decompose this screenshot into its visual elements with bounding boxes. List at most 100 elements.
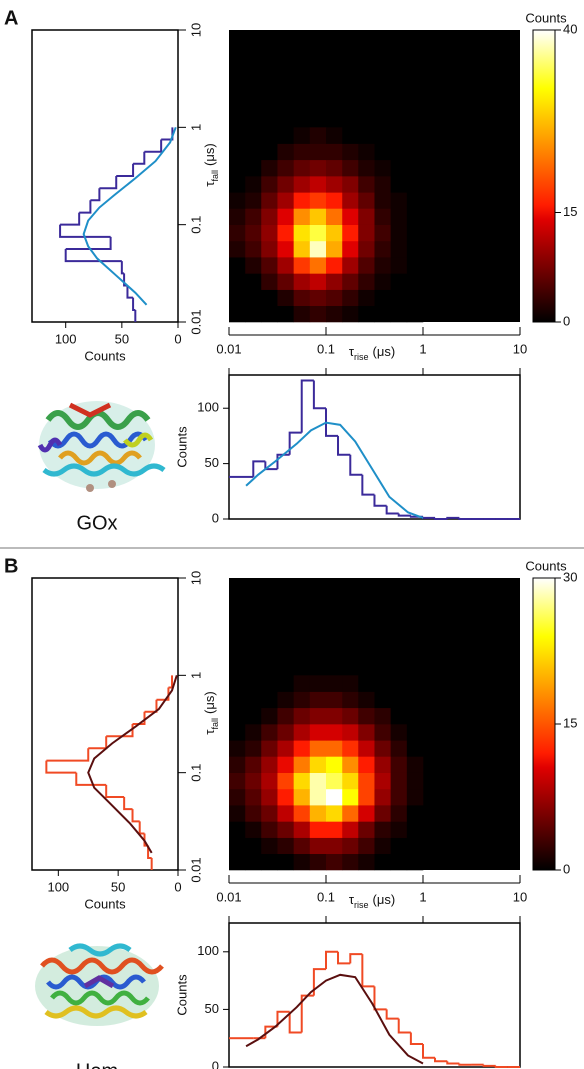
- heatmap-cell: [358, 225, 375, 242]
- histogram-step: [350, 954, 362, 963]
- heatmap-cell: [358, 724, 375, 741]
- histogram-step: [133, 809, 140, 821]
- heatmap-cell: [261, 176, 278, 193]
- panel-label: A: [4, 7, 18, 29]
- histogram-step: [144, 700, 156, 712]
- heatmap-cell: [245, 306, 261, 323]
- heatmap-cell: [245, 724, 261, 741]
- heatmap-cell: [342, 821, 358, 838]
- heatmap-cell: [245, 854, 261, 871]
- heatmap-cell: [229, 675, 246, 692]
- plot-frame: [32, 30, 178, 322]
- heatmap-cell: [277, 290, 293, 306]
- histogram-step: [447, 1061, 459, 1063]
- heatmap-cell: [326, 740, 343, 756]
- heatmap-cell: [374, 144, 390, 161]
- heatmap-cell: [310, 241, 326, 258]
- heatmap-cell: [261, 724, 278, 741]
- histogram-step: [423, 1044, 435, 1058]
- heatmap-cell: [391, 740, 407, 756]
- x-tick-label: 0.1: [317, 341, 335, 356]
- heatmap-cell: [294, 740, 310, 756]
- heatmap-cell: [245, 225, 261, 242]
- heatmap-cell: [358, 692, 375, 709]
- heatmap-cell: [342, 675, 358, 692]
- histogram-step: [338, 952, 350, 964]
- axis-label: τfall(μs): [202, 143, 220, 186]
- heatmap-cell: [229, 724, 246, 741]
- x-axis-label: Counts: [84, 896, 126, 911]
- heatmap-cell: [229, 127, 246, 144]
- heatmap-cell: [229, 306, 246, 323]
- heatmap-cell: [391, 257, 407, 274]
- heatmap-cell: [245, 692, 261, 709]
- y-tick-label: 50: [205, 455, 219, 470]
- axis-subscript: rise: [354, 352, 369, 362]
- heatmap-cell: [391, 724, 407, 741]
- heatmap-cell: [326, 192, 343, 208]
- histogram-step: [106, 785, 124, 797]
- heatmap-cell: [374, 805, 390, 822]
- heatmap-cell: [261, 208, 278, 225]
- histogram-step: [133, 298, 135, 310]
- x-tick-label: 0.1: [317, 889, 335, 904]
- heatmap-cell: [245, 740, 261, 756]
- heatmap-cell: [407, 160, 423, 177]
- axis-label: τfall(μs): [202, 691, 220, 734]
- heatmap-cell: [277, 838, 293, 854]
- heatmap-cell: [310, 144, 326, 161]
- axis-label: τrise(μs): [349, 892, 395, 910]
- panel-label: B: [4, 555, 18, 577]
- y-tick-label: 0.1: [188, 216, 203, 234]
- x-tick-label: 100: [55, 331, 77, 346]
- heatmap-cell: [261, 160, 278, 177]
- molecule-label: Hem: [76, 1060, 118, 1069]
- heatmap-cell: [358, 773, 375, 790]
- histogram-step: [338, 436, 350, 455]
- axis-unit: (μs): [373, 344, 396, 359]
- heatmap-cell: [277, 144, 293, 161]
- heatmap-cell: [245, 756, 261, 773]
- histogram-step: [99, 176, 116, 188]
- heatmap-cell: [277, 241, 293, 258]
- x-tick-label: 50: [115, 331, 129, 346]
- heatmap-cell: [374, 773, 390, 790]
- heatmap-cell: [294, 789, 310, 806]
- heatmap-cell: [326, 838, 343, 854]
- heatmap-cell: [245, 821, 261, 838]
- colorbar: [533, 30, 555, 322]
- heatmap-cell: [374, 306, 390, 323]
- heatmap-cell: [407, 854, 423, 871]
- histogram-step: [423, 517, 435, 518]
- heatmap-cell: [326, 773, 343, 790]
- heatmap-cell: [391, 144, 407, 161]
- heatmap-cell: [229, 838, 246, 854]
- heatmap-cell: [358, 160, 375, 177]
- histogram-step: [168, 675, 172, 687]
- y-tick-label: 0.01: [188, 309, 203, 334]
- heatmap-cell: [229, 756, 246, 773]
- axis-unit: (μs): [202, 691, 217, 714]
- heatmap-cell: [391, 306, 407, 323]
- heatmap-cell: [374, 821, 390, 838]
- heatmap-cell: [310, 805, 326, 822]
- axis-subscript: rise: [354, 900, 369, 910]
- axis-label: τrise(μs): [349, 344, 395, 362]
- histogram-step: [88, 736, 106, 748]
- fit-curve: [84, 127, 176, 305]
- x-tick-label: 0: [174, 879, 181, 894]
- histogram-step: [435, 1058, 447, 1061]
- heatmap-cell: [407, 756, 423, 773]
- heatmap-cell: [358, 838, 375, 854]
- heatmap-cell: [229, 789, 246, 806]
- heatmap-cell: [294, 225, 310, 242]
- heatmap-cell: [294, 257, 310, 274]
- histogram-step: [496, 1066, 508, 1067]
- heatmap-cell: [391, 805, 407, 822]
- heatmap-cell: [407, 805, 423, 822]
- heatmap-cell: [261, 838, 278, 854]
- heatmap-cell: [261, 805, 278, 822]
- heatmap-cell: [310, 176, 326, 193]
- histogram-step: [116, 164, 133, 176]
- heatmap-cell: [277, 225, 293, 242]
